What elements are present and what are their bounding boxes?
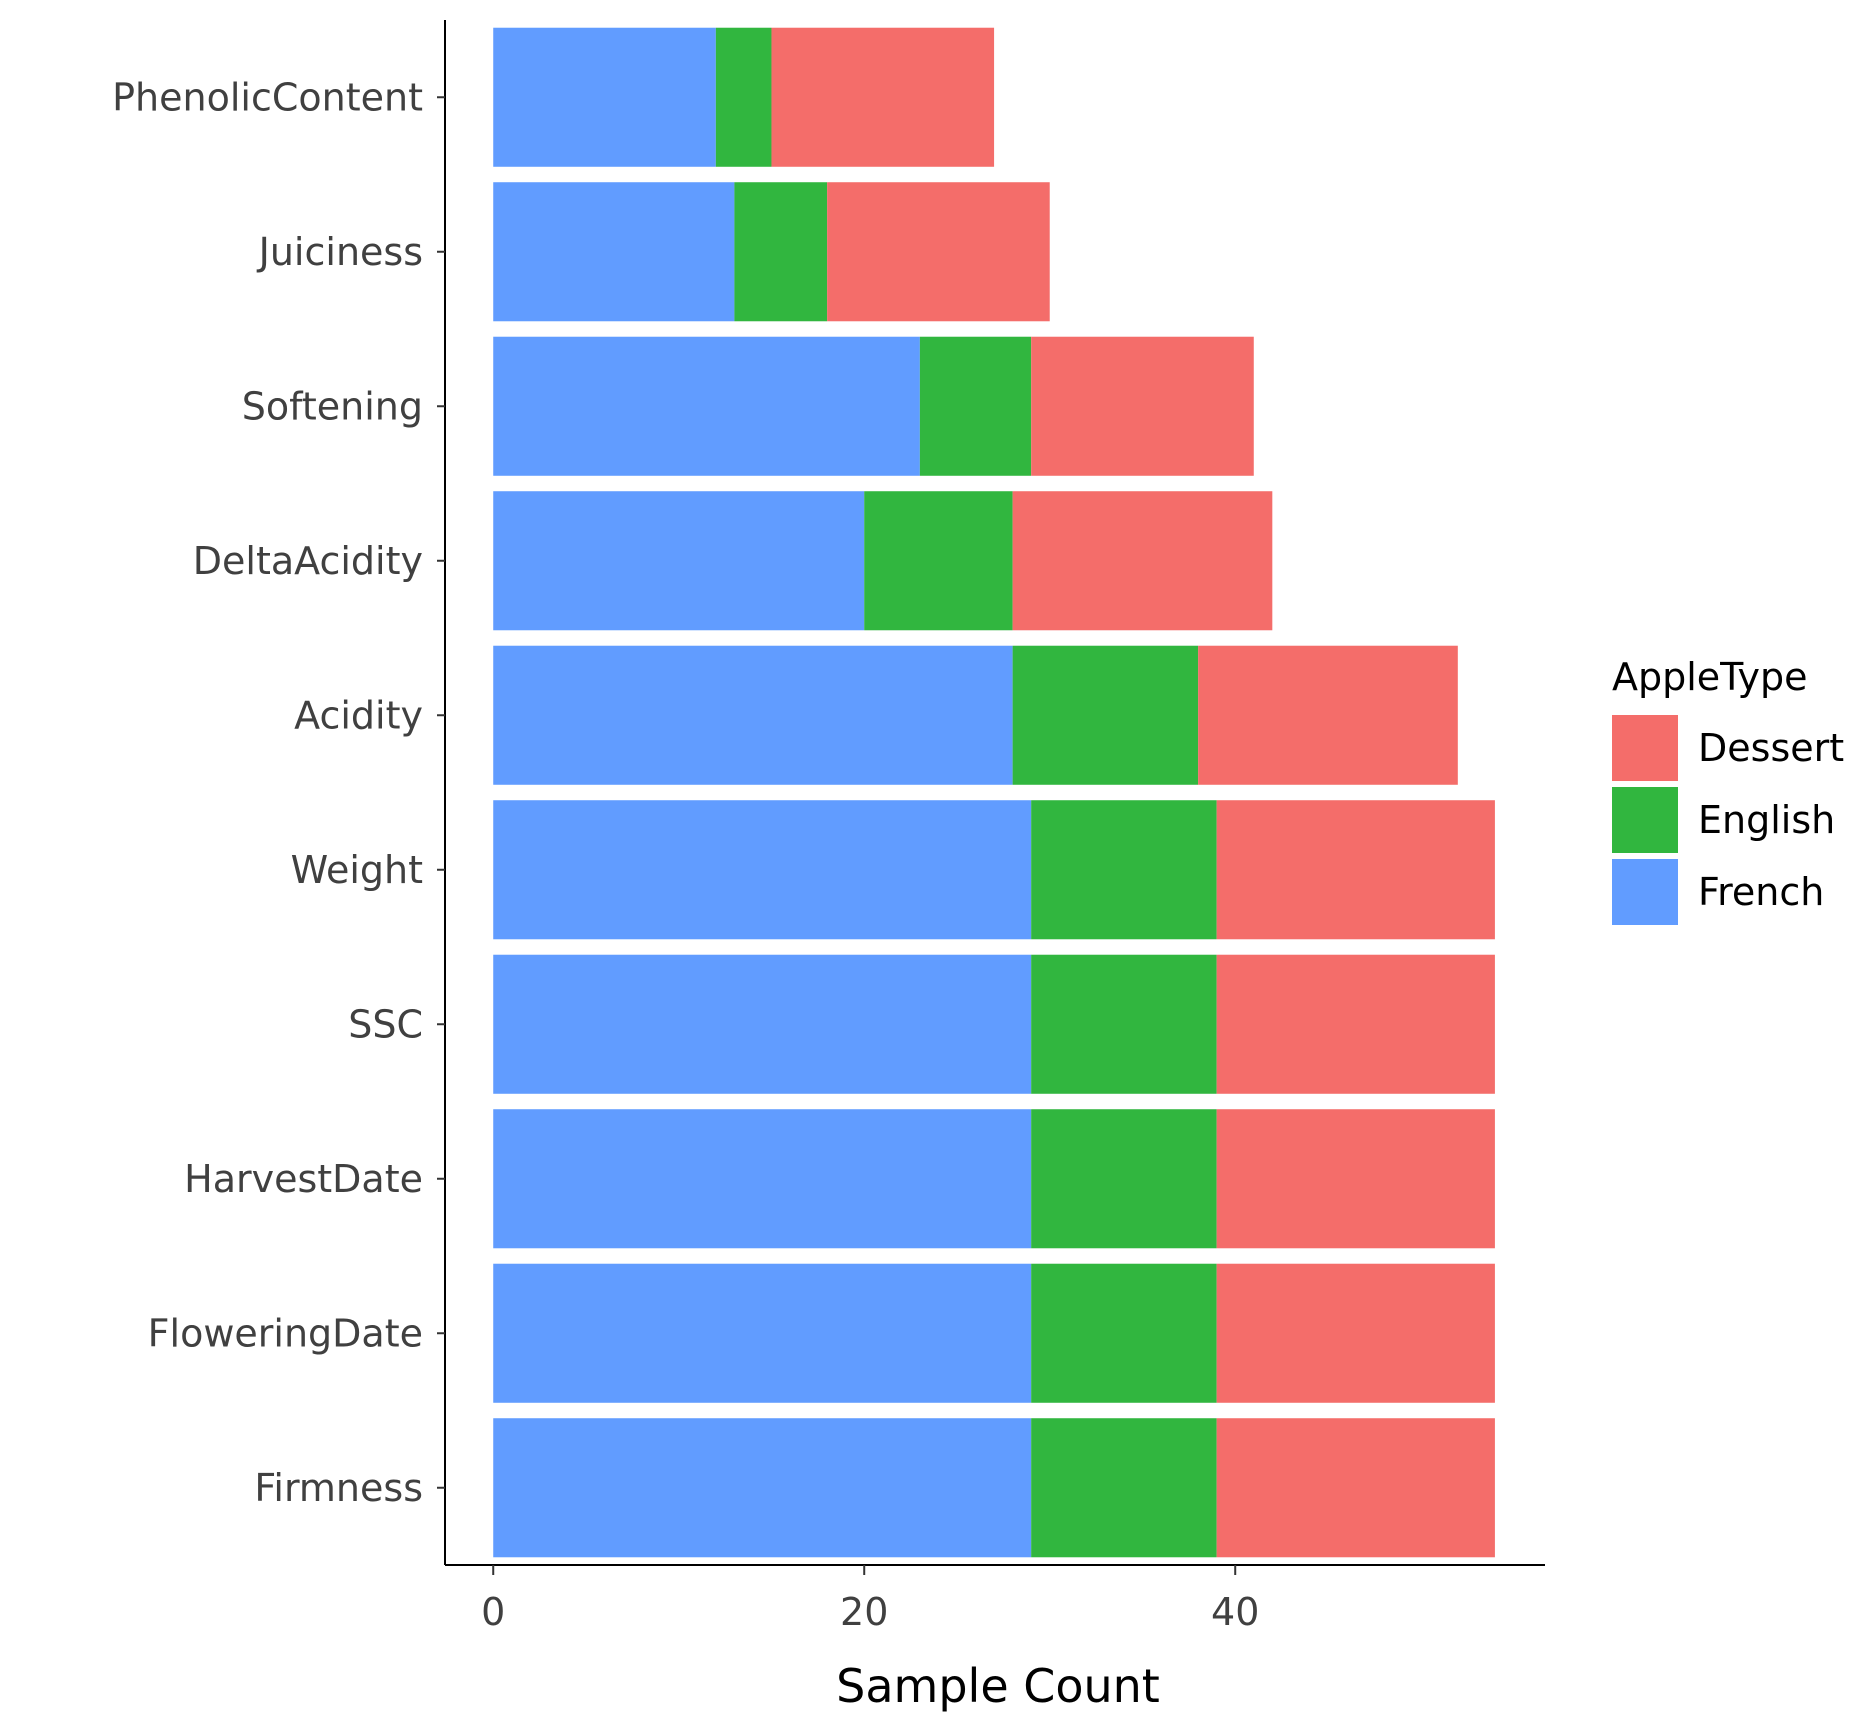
bar-english-phenoliccontent: [715, 27, 772, 167]
bar-french-harvestdate: [493, 1109, 1032, 1249]
y-tick-label: PhenolicContent: [112, 75, 423, 119]
bar-dessert-acidity: [1198, 645, 1458, 785]
bar-dessert-firmness: [1216, 1418, 1495, 1558]
bar-english-juiciness: [734, 182, 828, 322]
bar-french-weight: [493, 800, 1032, 940]
legend-items: Dessert English French: [1612, 715, 1844, 925]
bar-french-floweringdate: [493, 1263, 1032, 1403]
legend-label-english: English: [1698, 798, 1835, 842]
x-ticks: 0 20 40: [481, 1565, 1259, 1634]
bar-dessert-harvestdate: [1216, 1109, 1495, 1249]
legend-swatch-french: [1612, 859, 1678, 925]
bar-english-firmness: [1031, 1418, 1217, 1558]
y-tick-label: SSC: [348, 1002, 423, 1046]
bar-dessert-weight: [1216, 800, 1495, 940]
bar-dessert-phenoliccontent: [771, 27, 995, 167]
x-tick-label: 0: [481, 1590, 505, 1634]
bar-french-deltaacidity: [493, 491, 865, 631]
legend-swatch-dessert: [1612, 715, 1678, 781]
bar-dessert-softening: [1031, 336, 1254, 476]
y-tick-label: Acidity: [294, 693, 423, 737]
bar-french-phenoliccontent: [493, 27, 716, 167]
legend-label-dessert: Dessert: [1698, 726, 1844, 770]
x-axis-title: Sample Count: [836, 1659, 1160, 1713]
bar-english-floweringdate: [1031, 1263, 1217, 1403]
bar-french-firmness: [493, 1418, 1032, 1558]
legend-label-french: French: [1698, 870, 1824, 914]
bar-english-deltaacidity: [864, 491, 1013, 631]
bar-english-softening: [919, 336, 1032, 476]
x-tick-label: 20: [840, 1590, 888, 1634]
bar-english-harvestdate: [1031, 1109, 1217, 1249]
bars-layer: [493, 27, 1495, 1558]
bar-english-ssc: [1031, 954, 1217, 1094]
y-tick-label: HarvestDate: [184, 1157, 423, 1201]
x-tick-label: 40: [1211, 1590, 1259, 1634]
bar-french-softening: [493, 336, 920, 476]
bar-dessert-juiciness: [827, 182, 1050, 322]
bar-dessert-floweringdate: [1216, 1263, 1495, 1403]
y-tick-label: Firmness: [254, 1466, 423, 1510]
y-tick-labels: PhenolicContent Juiciness Softening DeltaAc…: [112, 75, 445, 1510]
y-tick-label: Softening: [242, 384, 423, 428]
legend-title: AppleType: [1612, 655, 1807, 699]
bar-dessert-ssc: [1216, 954, 1495, 1094]
y-tick-label: Weight: [291, 848, 423, 892]
bar-dessert-deltaacidity: [1012, 491, 1273, 631]
y-tick-label: FloweringDate: [148, 1311, 423, 1355]
legend-swatch-english: [1612, 787, 1678, 853]
y-tick-label: DeltaAcidity: [193, 539, 423, 583]
bar-french-acidity: [493, 645, 1013, 785]
bar-english-weight: [1031, 800, 1217, 940]
legend: AppleType Dessert English French: [1612, 655, 1844, 925]
bar-english-acidity: [1012, 645, 1199, 785]
bar-french-ssc: [493, 954, 1032, 1094]
y-tick-label: Juiciness: [257, 230, 423, 274]
bar-french-juiciness: [493, 182, 735, 322]
